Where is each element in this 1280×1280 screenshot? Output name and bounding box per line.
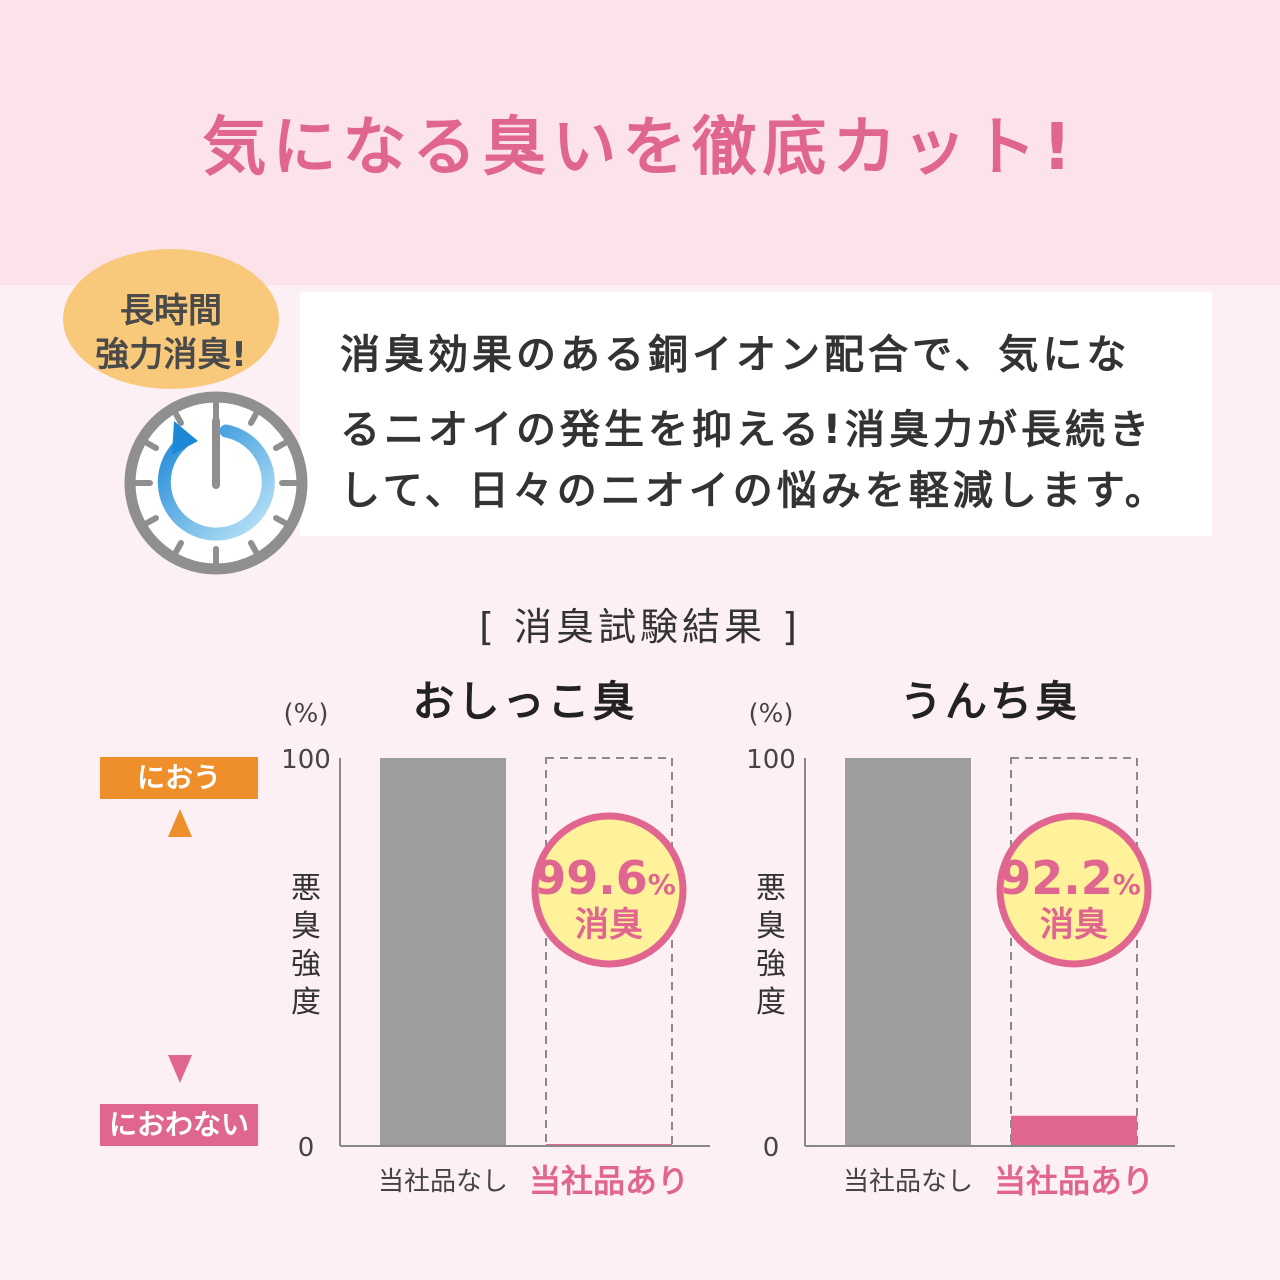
test-results-title: [ 消臭試験結果 ] (479, 605, 801, 649)
badge-line-2: 強力消臭! (95, 335, 247, 375)
chart-title-urine: おしっこ臭 (412, 677, 638, 726)
headline: 気になる臭いを徹底カット! (202, 111, 1078, 185)
no-smell-label: におわない (100, 1104, 258, 1146)
y-axis-label-char: 強 (756, 947, 786, 982)
y-axis-label-char: 臭 (756, 909, 786, 944)
description-box (300, 292, 1212, 536)
smell-label: におう (100, 757, 258, 799)
bar-without-product (845, 758, 971, 1146)
reduction-callout (531, 812, 687, 968)
description-line-1: 消臭効果のある銅イオン配合で、気にな (340, 332, 1131, 378)
reduction-callout (996, 812, 1152, 968)
reduction-text: 消臭 (575, 905, 643, 945)
y-axis-label-char: 悪 (291, 871, 321, 906)
description-line-2: るニオイの発生を抑える!消臭力が長続き (340, 407, 1154, 453)
unit-label: (%) (284, 699, 329, 729)
category-label: 当社品なし (378, 1167, 508, 1197)
category-label: 当社品あり (994, 1162, 1154, 1200)
bar-without-product (380, 758, 506, 1146)
reduction-text: 消臭 (1040, 905, 1108, 945)
description-line-3: して、日々のニオイの悩みを軽減します。 (340, 468, 1169, 514)
y-tick-label: 0 (298, 1133, 315, 1163)
y-tick-label: 0 (763, 1133, 780, 1163)
y-axis-label-char: 悪 (756, 871, 786, 906)
reduction-value: 92.2% (999, 851, 1141, 905)
category-label: 当社品あり (529, 1162, 689, 1200)
y-axis-label-char: 度 (756, 985, 786, 1020)
chart-title-stool: うんち臭 (899, 677, 1080, 726)
bar-with-product (1011, 1115, 1137, 1146)
y-tick-label: 100 (746, 745, 796, 775)
y-axis-label-char: 度 (291, 985, 321, 1020)
long-lasting-badge (63, 249, 279, 389)
reduction-value: 99.6% (534, 851, 676, 905)
badge-line-1: 長時間 (120, 291, 222, 331)
y-tick-label: 100 (281, 745, 331, 775)
category-label: 当社品なし (843, 1167, 973, 1197)
clock-icon (124, 391, 308, 575)
scale-arrow-icon (168, 809, 192, 1083)
header-band (0, 0, 1280, 285)
y-axis-label-char: 臭 (291, 909, 321, 944)
unit-label: (%) (749, 699, 794, 729)
y-axis-label-char: 強 (291, 947, 321, 982)
